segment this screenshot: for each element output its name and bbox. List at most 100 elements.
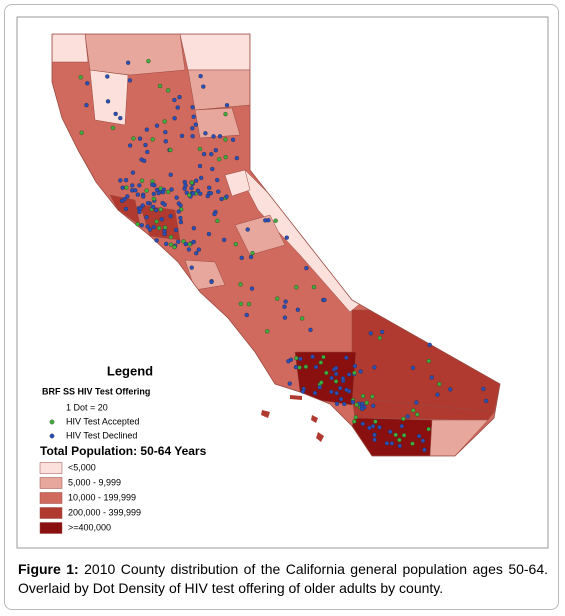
dot xyxy=(245,227,250,232)
dot xyxy=(120,185,125,190)
dot xyxy=(191,226,197,231)
dot xyxy=(298,356,303,362)
legend-swatch xyxy=(39,477,63,489)
dot xyxy=(294,355,299,361)
dot xyxy=(284,235,289,240)
caption-label: Figure 1: xyxy=(18,561,79,577)
dot xyxy=(172,244,177,250)
dot xyxy=(350,399,356,405)
dot xyxy=(397,443,402,449)
dot xyxy=(358,369,363,374)
dot xyxy=(176,209,181,214)
dot xyxy=(142,158,147,163)
dot xyxy=(370,424,376,429)
dot xyxy=(368,331,373,336)
dot xyxy=(178,215,183,221)
dot xyxy=(162,202,167,207)
dot xyxy=(178,203,183,208)
dot xyxy=(197,146,203,152)
dot xyxy=(339,397,344,402)
dot xyxy=(414,400,419,405)
dot xyxy=(224,194,229,199)
dot xyxy=(415,412,420,417)
dot xyxy=(310,354,315,359)
dot xyxy=(217,157,222,162)
dot xyxy=(105,99,111,104)
dot xyxy=(186,247,192,252)
dot xyxy=(137,183,142,188)
dot xyxy=(157,83,163,89)
dot xyxy=(207,185,212,190)
dot xyxy=(154,219,159,224)
dot xyxy=(133,188,138,193)
dot xyxy=(377,335,382,341)
dot xyxy=(198,191,203,196)
county xyxy=(187,69,251,111)
dot xyxy=(179,133,185,138)
dot xyxy=(322,297,327,303)
caption-text: 2010 County distribution of the Californ… xyxy=(18,561,549,596)
dot xyxy=(373,419,378,424)
dot xyxy=(187,242,192,247)
dot xyxy=(219,196,224,202)
dot xyxy=(118,178,123,183)
legend-swatch xyxy=(39,462,63,474)
dot xyxy=(162,231,167,237)
dot xyxy=(411,408,416,413)
dot xyxy=(393,432,398,438)
dot xyxy=(360,421,365,426)
dot xyxy=(334,401,340,406)
dot xyxy=(174,195,179,200)
dot xyxy=(293,365,299,370)
dot xyxy=(429,375,434,380)
dot xyxy=(410,441,415,446)
dot xyxy=(304,266,309,271)
dot xyxy=(135,192,140,197)
dot xyxy=(187,192,192,198)
dot xyxy=(354,402,359,407)
dot xyxy=(163,139,168,144)
dot xyxy=(313,364,319,370)
dot xyxy=(273,218,278,223)
county xyxy=(84,34,186,76)
dot xyxy=(147,227,153,232)
dot xyxy=(333,379,339,384)
dot xyxy=(282,304,287,309)
dot xyxy=(324,370,329,376)
dot xyxy=(372,365,377,370)
dot xyxy=(352,370,357,375)
county xyxy=(234,214,286,256)
dot xyxy=(168,147,173,153)
dot xyxy=(371,403,376,408)
legend-class-label: >=400,000 xyxy=(68,522,111,532)
dot xyxy=(144,188,149,193)
dot xyxy=(168,235,174,240)
dot xyxy=(405,414,410,419)
dot xyxy=(238,282,243,287)
dot xyxy=(410,365,416,371)
legend-dot xyxy=(49,433,55,439)
dot xyxy=(334,371,339,377)
county xyxy=(52,34,89,63)
figure-frame xyxy=(4,4,559,610)
dot xyxy=(317,385,322,390)
dot xyxy=(308,327,313,332)
dot xyxy=(370,394,375,399)
dot xyxy=(118,115,123,121)
dot xyxy=(150,204,156,210)
dot xyxy=(388,429,393,434)
dot xyxy=(160,190,166,195)
dot xyxy=(250,250,255,256)
legend-subtitle: BRF SS HIV Test Offering xyxy=(42,386,150,396)
dot xyxy=(191,114,196,119)
dot xyxy=(364,400,369,405)
dot xyxy=(275,296,280,301)
dot xyxy=(353,415,358,420)
caption: Figure 1: 2010 County distribution of th… xyxy=(18,560,548,598)
legend: Legend BRF SS HIV Test Offering 1 Dot = … xyxy=(39,363,207,534)
dot xyxy=(329,375,334,381)
dot xyxy=(435,392,440,397)
dot xyxy=(144,215,149,220)
dot xyxy=(294,285,299,290)
population-title: Total Population: 50-64 Years xyxy=(40,444,207,458)
